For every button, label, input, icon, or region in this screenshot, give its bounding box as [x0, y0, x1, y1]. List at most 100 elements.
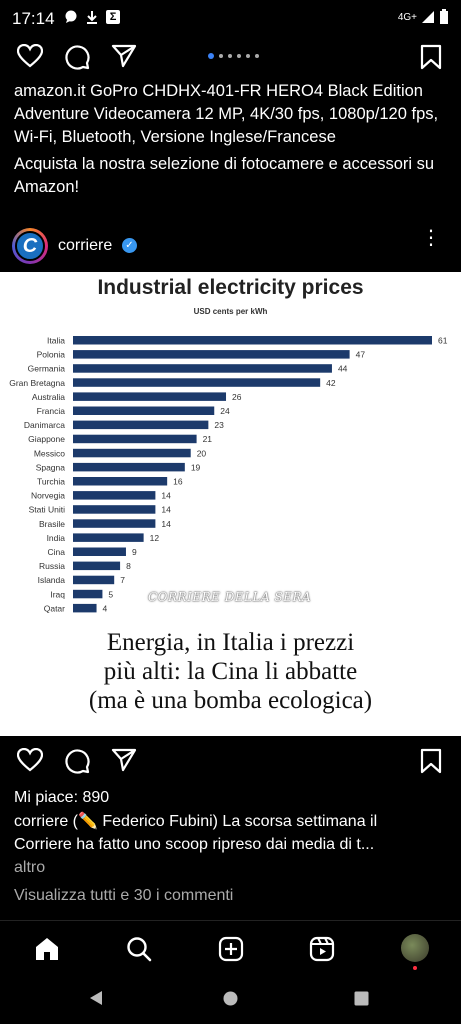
- bar: [73, 575, 115, 585]
- home-circle-icon[interactable]: [223, 991, 238, 1006]
- category-label: Germania: [28, 364, 66, 374]
- value-label: 4: [103, 603, 108, 613]
- notification-dot: [413, 966, 417, 970]
- bar: [73, 434, 197, 444]
- bar: [73, 378, 321, 387]
- value-label: 12: [150, 533, 160, 543]
- status-bar: 17:14 Σ 4G+: [0, 0, 461, 36]
- value-label: 14: [161, 491, 171, 501]
- bar: [73, 350, 350, 359]
- post-image[interactable]: Industrial electricity prices USD cents …: [0, 272, 461, 736]
- comment-icon[interactable]: [64, 44, 90, 70]
- category-label: Danimarca: [24, 420, 65, 430]
- post-description: corriere (✏️ Federico Fubini) La scorsa …: [14, 813, 378, 853]
- bottom-nav: [0, 920, 461, 977]
- chart-title: Industrial electricity prices: [97, 276, 364, 299]
- category-label: Messico: [34, 448, 65, 458]
- bar: [73, 561, 121, 571]
- previous-post-actions: [0, 38, 461, 78]
- bar: [73, 491, 156, 500]
- bar: [73, 448, 191, 458]
- more-link[interactable]: altro: [14, 859, 46, 876]
- post-actions: [0, 742, 461, 782]
- bar: [73, 505, 156, 514]
- category-label: Australia: [32, 392, 65, 402]
- avatar[interactable]: C: [12, 228, 48, 264]
- bar: [73, 533, 144, 542]
- bar: [73, 420, 209, 430]
- value-label: 26: [232, 392, 242, 402]
- bar: [73, 519, 156, 528]
- home-icon[interactable]: [34, 936, 60, 962]
- more-options-icon[interactable]: ⋮: [421, 227, 441, 249]
- post-username[interactable]: corriere: [58, 237, 113, 254]
- status-time: 17:14: [12, 9, 55, 28]
- category-label: Gran Bretagna: [9, 378, 65, 388]
- bar: [73, 336, 432, 345]
- search-icon[interactable]: [126, 936, 152, 962]
- chat-bubble-icon: [65, 10, 77, 23]
- recents-icon[interactable]: [354, 991, 369, 1006]
- ad-caption: amazon.it GoPro CHDHX-401-FR HERO4 Black…: [14, 82, 439, 146]
- bar: [73, 603, 97, 613]
- back-icon[interactable]: [89, 990, 103, 1006]
- comment-icon[interactable]: [64, 748, 90, 774]
- category-label: Giappone: [28, 434, 65, 444]
- profile-avatar[interactable]: [401, 934, 429, 962]
- headline-line-2: più alti: la Cina li abbatte: [103, 658, 358, 685]
- send-icon[interactable]: [111, 748, 137, 772]
- bookmark-icon[interactable]: [420, 44, 442, 70]
- value-label: 8: [126, 561, 131, 571]
- value-label: 20: [197, 448, 207, 458]
- headline-line-1: Energia, in Italia i prezzi: [106, 629, 355, 656]
- value-label: 19: [191, 462, 201, 472]
- system-nav-bar: [0, 976, 461, 1024]
- category-label: Spagna: [36, 462, 66, 472]
- category-label: Russia: [39, 561, 65, 571]
- chart-subtitle: USD cents per kWh: [193, 307, 268, 316]
- value-label: 21: [203, 434, 213, 444]
- download-icon: [87, 11, 97, 24]
- ad-caption-secondary: Acquista la nostra selezione di fotocame…: [14, 155, 435, 196]
- send-icon[interactable]: [111, 44, 137, 68]
- category-label: Iraq: [50, 589, 65, 599]
- category-label: Francia: [37, 406, 66, 416]
- headline-line-3: (ma è una bomba ecologica): [88, 687, 373, 714]
- watermark: CORRIERE DELLA SERA: [148, 590, 312, 604]
- value-label: 16: [173, 477, 183, 487]
- bar: [73, 547, 126, 556]
- bar: [73, 392, 227, 401]
- category-label: Polonia: [37, 350, 66, 360]
- battery-icon: [440, 9, 448, 24]
- reels-icon[interactable]: [309, 936, 335, 962]
- image-headline: Energia, in Italia i prezzi più alti: la…: [0, 628, 461, 715]
- category-label: Stati Uniti: [29, 505, 65, 515]
- bar: [73, 364, 332, 373]
- value-label: 47: [356, 350, 366, 360]
- heart-icon[interactable]: [17, 748, 43, 772]
- view-comments-link[interactable]: Visualizza tutti e 30 i commenti: [14, 887, 234, 904]
- carousel-indicator: [208, 53, 259, 59]
- value-label: 44: [338, 364, 348, 374]
- value-label: 23: [214, 420, 224, 430]
- category-label: Italia: [47, 336, 65, 346]
- category-label: India: [47, 533, 66, 543]
- category-label: Cina: [48, 547, 66, 557]
- likes-count[interactable]: Mi piace: 890: [14, 789, 110, 806]
- bookmark-icon[interactable]: [420, 748, 442, 774]
- plus-square-icon[interactable]: [218, 936, 244, 962]
- heart-icon[interactable]: [17, 44, 43, 68]
- bar: [73, 589, 103, 599]
- category-label: Brasile: [39, 519, 65, 529]
- avatar-logo: C: [15, 231, 45, 261]
- category-label: Qatar: [44, 603, 65, 613]
- bar: [73, 406, 215, 415]
- category-label: Norvegia: [31, 491, 65, 501]
- post-header: C corriere ✓ ⋮: [0, 228, 461, 268]
- category-label: Islanda: [38, 575, 66, 585]
- network-type: 4G+: [397, 11, 417, 23]
- verified-badge-icon: ✓: [122, 238, 137, 253]
- value-label: 14: [161, 505, 171, 515]
- value-label: 24: [220, 406, 230, 416]
- value-label: 9: [132, 547, 137, 557]
